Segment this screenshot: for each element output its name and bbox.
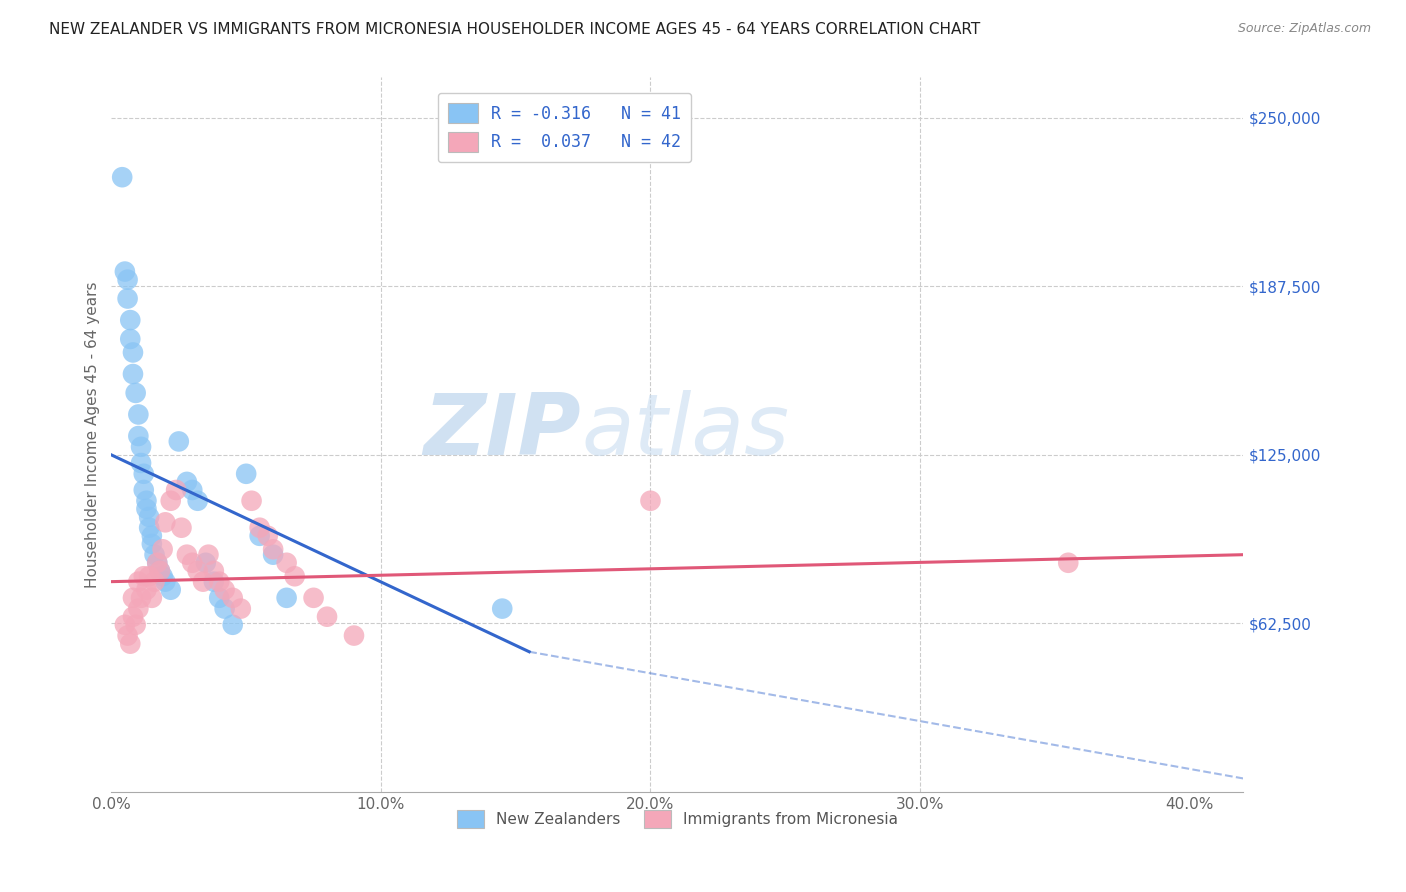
Point [262, 548, 284, 562]
Point [202, 564, 225, 578]
Point [143, 574, 166, 589]
Point [256, 529, 278, 543]
Point [191, 574, 214, 589]
Text: NEW ZEALANDER VS IMMIGRANTS FROM MICRONESIA HOUSEHOLDER INCOME AGES 45 - 64 YEAR: NEW ZEALANDER VS IMMIGRANTS FROM MICRONE… [49, 22, 980, 37]
Point [146, 556, 169, 570]
Point [135, 582, 157, 597]
Point [249, 529, 271, 543]
Point [202, 574, 225, 589]
Point [181, 483, 204, 497]
Point [146, 556, 169, 570]
Point [117, 273, 139, 287]
Point [214, 582, 236, 597]
Point [129, 591, 152, 605]
Point [187, 564, 209, 578]
Point [181, 556, 204, 570]
Point [302, 591, 325, 605]
Point [229, 601, 252, 615]
Point [135, 501, 157, 516]
Point [120, 313, 142, 327]
Point [141, 591, 163, 605]
Point [114, 264, 136, 278]
Point [117, 629, 139, 643]
Point [111, 170, 134, 185]
Point [138, 510, 160, 524]
Point [316, 609, 339, 624]
Point [114, 617, 136, 632]
Point [138, 569, 160, 583]
Point [120, 637, 142, 651]
Legend: New Zealanders, Immigrants from Micronesia: New Zealanders, Immigrants from Micrones… [450, 804, 904, 834]
Text: Source: ZipAtlas.com: Source: ZipAtlas.com [1237, 22, 1371, 36]
Point [143, 548, 166, 562]
Point [262, 542, 284, 557]
Point [122, 609, 145, 624]
Point [155, 516, 177, 530]
Text: ZIP: ZIP [423, 390, 581, 473]
Point [176, 475, 198, 489]
Point [159, 582, 181, 597]
Point [159, 493, 181, 508]
Point [276, 591, 298, 605]
Point [132, 483, 155, 497]
Point [138, 521, 160, 535]
Y-axis label: Householder Income Ages 45 - 64 years: Householder Income Ages 45 - 64 years [86, 282, 100, 588]
Point [208, 591, 231, 605]
Point [222, 617, 245, 632]
Point [167, 434, 190, 449]
Point [135, 493, 157, 508]
Point [284, 569, 307, 583]
Point [276, 556, 298, 570]
Point [132, 467, 155, 481]
Point [124, 617, 146, 632]
Point [170, 521, 193, 535]
Point [187, 493, 209, 508]
Point [149, 564, 172, 578]
Point [122, 591, 145, 605]
Point [222, 591, 245, 605]
Point [194, 556, 217, 570]
Point [165, 483, 187, 497]
Point [208, 574, 231, 589]
Point [132, 569, 155, 583]
Point [176, 548, 198, 562]
Point [343, 629, 366, 643]
Point [155, 574, 177, 589]
Point [127, 429, 149, 443]
Point [141, 529, 163, 543]
Point [141, 537, 163, 551]
Point [197, 548, 219, 562]
Point [152, 569, 174, 583]
Point [249, 521, 271, 535]
Point [117, 292, 139, 306]
Point [1057, 556, 1080, 570]
Point [127, 408, 149, 422]
Point [640, 493, 662, 508]
Point [152, 542, 174, 557]
Point [122, 345, 145, 359]
Point [491, 601, 513, 615]
Point [235, 467, 257, 481]
Point [122, 367, 145, 381]
Text: atlas: atlas [581, 390, 789, 473]
Point [127, 574, 149, 589]
Point [240, 493, 263, 508]
Point [127, 601, 149, 615]
Point [124, 385, 146, 400]
Point [214, 601, 236, 615]
Point [120, 332, 142, 346]
Point [129, 440, 152, 454]
Point [129, 456, 152, 470]
Point [149, 564, 172, 578]
